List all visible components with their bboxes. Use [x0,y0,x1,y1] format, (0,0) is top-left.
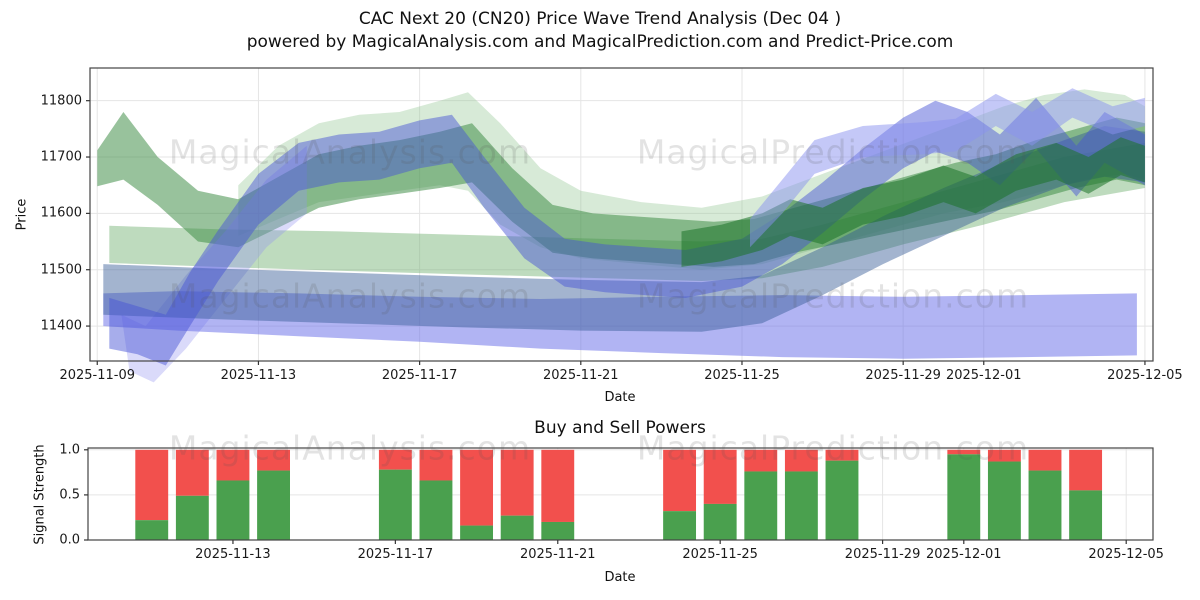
sell-bar-2025-12-03 [1028,449,1062,471]
power-chart-title: Buy and Sell Powers [534,418,706,438]
sell-bar-2025-11-24 [663,449,697,512]
x-tick-label: 2025-11-25 [704,368,780,383]
buy-bar-2025-11-11 [135,520,169,540]
buy-bar-2025-11-14 [257,470,290,540]
y-tick-label: 11500 [40,262,82,278]
sell-bar-2025-11-27 [784,449,818,472]
buy-bar-2025-11-28 [825,460,859,540]
watermark-text: MagicalPrediction.com [636,428,1030,468]
x-tick-label: 2025-11-29 [844,547,921,562]
buy-bar-2025-11-21 [541,521,575,540]
sell-bar-2025-11-13 [216,449,250,481]
watermark-text: MagicalPrediction.com [636,132,1030,172]
x-tick-label: 2025-12-05 [1107,368,1183,383]
buy-bar-2025-12-03 [1028,470,1062,540]
buy-bar-2025-11-27 [784,471,818,540]
date-axis-label-top: Date [604,390,636,405]
buy-bar-2025-11-19 [460,525,494,540]
band-flat-green-band [109,142,1145,281]
sell-bar-2025-12-01 [947,449,981,455]
price-axis-label: Price [14,198,30,231]
price-chart-frame [89,67,1154,362]
x-tick-label: 2025-11-21 [543,368,619,383]
buy-bar-2025-11-18 [419,480,453,540]
sell-bar-2025-11-11 [135,449,169,521]
band-pointed-periwinkle-band [750,88,1145,248]
sell-bar-2025-11-20 [500,449,534,516]
x-tick-label: 2025-12-05 [1088,547,1164,562]
band-main-green-band [97,112,1145,267]
band-dark-green-forecast-band [681,137,1145,267]
buy-bar-2025-12-01 [947,454,981,540]
x-tick-label: 2025-11-13 [195,547,271,562]
buy-bar-2025-11-26 [744,471,778,540]
y-tick-label: 11800 [40,93,82,109]
y-tick-label: 0.5 [59,487,80,503]
x-tick-label: 2025-11-17 [381,368,458,383]
sell-bar-2025-11-28 [825,449,859,461]
sell-bar-2025-11-21 [541,449,575,522]
sell-bar-2025-11-17 [378,449,412,470]
x-tick-label: 2025-12-01 [945,368,1022,383]
buy-bar-2025-11-12 [175,495,209,540]
x-tick-label: 2025-11-29 [865,368,941,383]
buy-bar-2025-11-17 [378,469,412,540]
x-tick-label: 2025-11-13 [220,368,297,383]
sell-bar-2025-11-19 [460,449,494,526]
buy-bar-2025-11-24 [663,511,697,540]
sell-bar-2025-11-12 [175,449,209,496]
buy-bar-2025-11-20 [500,515,534,540]
power-chart-frame [87,447,1154,541]
y-tick-label: 11400 [40,318,82,334]
sell-bar-2025-11-25 [703,449,737,504]
band-wide-periwinkle-band [103,291,1137,359]
chart-title: CAC Next 20 (CN20) Price Wave Trend Anal… [358,9,842,29]
x-tick-label: 2025-11-09 [59,368,136,383]
y-tick-label: 0.0 [59,532,80,548]
band-bright-blue-wave-band [109,97,1145,366]
buy-bar-2025-12-04 [1069,490,1103,540]
x-tick-label: 2025-11-25 [682,547,758,562]
watermark-text: MagicalPrediction.com [636,276,1030,316]
sell-bar-2025-11-26 [744,449,778,472]
buy-bar-2025-12-02 [987,461,1021,540]
sell-bar-2025-12-02 [987,449,1021,462]
buy-bar-2025-11-25 [703,503,737,540]
buy-bar-2025-11-13 [216,480,250,540]
signal-strength-axis-label: Signal Strength [32,444,48,545]
band-steel-blue-band [103,126,1145,332]
sell-bar-2025-11-18 [419,449,453,481]
watermark-text: MagicalAnalysis.com [168,276,532,316]
watermark-text: MagicalAnalysis.com [168,428,532,468]
watermark-text: MagicalAnalysis.com [168,132,532,172]
y-tick-label: 11700 [40,149,82,165]
y-tick-label: 11600 [40,205,82,221]
chart-subtitle: powered by MagicalAnalysis.com and Magic… [246,32,954,52]
x-tick-label: 2025-11-17 [357,547,434,562]
y-tick-label: 1.0 [59,442,80,458]
date-axis-label-bottom: Date [604,570,636,585]
x-tick-label: 2025-12-01 [926,547,1002,562]
sell-bar-2025-12-04 [1069,449,1103,491]
sell-bar-2025-11-14 [257,449,290,471]
x-tick-label: 2025-11-21 [519,547,596,562]
